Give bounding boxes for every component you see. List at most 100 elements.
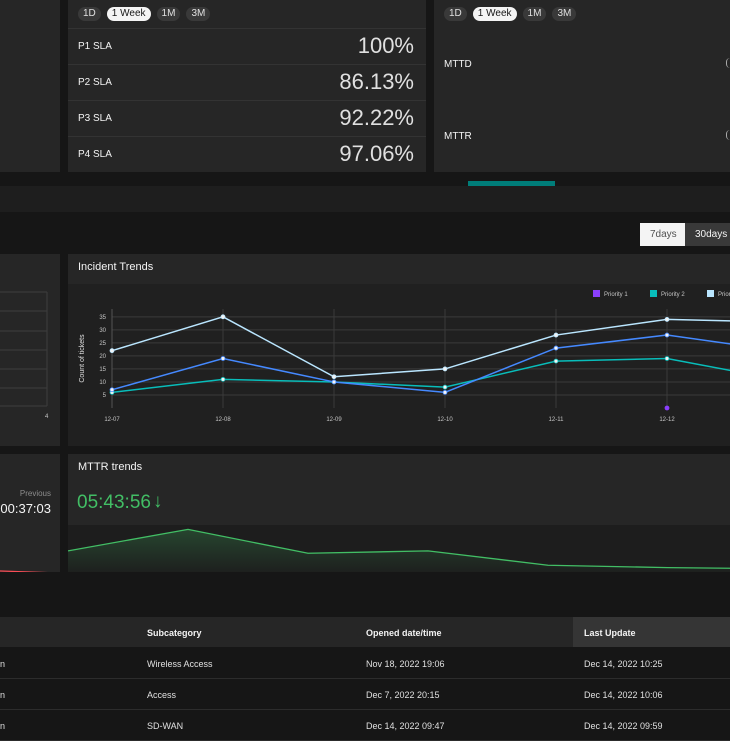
x-tick-label: 12-11 bbox=[549, 417, 565, 423]
mttr-trends-value: 05:43:56 bbox=[77, 492, 151, 513]
x-tick-label: 12-09 bbox=[326, 417, 342, 423]
period-toggle: 7days 30days bbox=[640, 223, 730, 247]
legend-label: Priority 2 bbox=[661, 292, 685, 298]
range-1week[interactable]: 1 Week bbox=[106, 7, 151, 21]
data-point bbox=[442, 384, 448, 390]
data-point bbox=[442, 366, 448, 372]
y-tick-label: 20 bbox=[99, 354, 106, 360]
sla-value: 100% bbox=[357, 33, 414, 58]
sla-row-p4: P4 SLA 97.06% bbox=[68, 136, 426, 173]
incident-trends-title: Incident Trends bbox=[78, 261, 154, 273]
cell-opened: Dec 14, 2022 09:47 bbox=[366, 721, 445, 731]
cell-updated: Dec 14, 2022 09:59 bbox=[584, 721, 663, 731]
mttr-trends-card: MTTR trends 05:43:56 ↓ bbox=[68, 454, 730, 572]
y-tick-label: 30 bbox=[99, 328, 106, 334]
y-tick-label: 15 bbox=[99, 367, 106, 373]
carousel-indicator[interactable] bbox=[468, 181, 555, 186]
col-subcategory[interactable]: Subcategory bbox=[147, 628, 202, 638]
toggle-30days[interactable]: 30days bbox=[685, 223, 730, 246]
sla-label: P4 SLA bbox=[78, 149, 112, 160]
table-row[interactable]: n Access Dec 7, 2022 20:15 Dec 14, 2022 … bbox=[0, 679, 730, 710]
table-header: Subcategory Opened date/time Last Update bbox=[0, 617, 730, 647]
cell-cut: n bbox=[0, 659, 6, 669]
mttd-label: MTTD bbox=[444, 59, 472, 70]
data-point bbox=[220, 376, 226, 382]
col-opened[interactable]: Opened date/time bbox=[366, 628, 442, 638]
mttr-trends-chart bbox=[68, 528, 730, 572]
data-point bbox=[553, 358, 559, 364]
y-axis-label: Count of tickets bbox=[79, 334, 86, 383]
x-tick-label: 12-12 bbox=[659, 417, 675, 423]
section-band bbox=[0, 186, 730, 212]
trend-line bbox=[0, 570, 49, 572]
range-3m[interactable]: 3M bbox=[552, 7, 577, 21]
left-partial-chart: 4 bbox=[0, 254, 60, 446]
range-3m[interactable]: 3M bbox=[186, 7, 211, 21]
legend-swatch bbox=[650, 290, 657, 297]
legend-label: Priority 1 bbox=[604, 292, 628, 298]
legend-swatch bbox=[593, 290, 600, 297]
mttd-range-selector: 1D 1 Week 1M 3M bbox=[444, 7, 577, 21]
cell-subcategory: Access bbox=[147, 690, 177, 700]
data-point bbox=[664, 405, 670, 411]
cell-updated: Dec 14, 2022 10:25 bbox=[584, 659, 663, 669]
cell-cut: n bbox=[0, 721, 6, 731]
sla-card: 1D 1 Week 1M 3M P1 SLA 100% P2 SLA 86.13… bbox=[68, 0, 426, 172]
data-point bbox=[220, 356, 226, 361]
data-point bbox=[442, 389, 448, 395]
range-1d[interactable]: 1D bbox=[444, 7, 467, 21]
x-tick-label: 4 bbox=[45, 414, 49, 420]
range-1d[interactable]: 1D bbox=[78, 7, 101, 21]
table-row[interactable]: n Wireless Access Nov 18, 2022 19:06 Dec… bbox=[0, 648, 730, 679]
sla-range-selector: 1D 1 Week 1M 3M bbox=[78, 7, 211, 21]
range-1m[interactable]: 1M bbox=[156, 7, 181, 21]
data-point bbox=[664, 317, 670, 322]
data-point bbox=[331, 374, 337, 380]
sla-value: 86.13% bbox=[339, 69, 414, 94]
series-line bbox=[111, 334, 730, 394]
left-stat-tile: Previous 00:37:03 bbox=[0, 454, 60, 572]
data-point bbox=[553, 332, 559, 338]
x-tick-label: 12-10 bbox=[437, 417, 453, 423]
cell-subcategory: Wireless Access bbox=[147, 659, 213, 669]
mttd-value-cut bbox=[726, 58, 730, 68]
data-point bbox=[109, 387, 115, 393]
data-point bbox=[664, 332, 670, 338]
data-point bbox=[331, 379, 337, 385]
mttd-card: 1D 1 Week 1M 3M MTTD MTTR bbox=[434, 0, 730, 172]
tickets-table: Subcategory Opened date/time Last Update… bbox=[0, 617, 730, 741]
mttr-label: MTTR bbox=[444, 131, 472, 142]
incident-trends-card: Incident Trends 5 10 15 20 25 30 35 12-07 12-08 1… bbox=[68, 254, 730, 446]
sla-value: 92.22% bbox=[339, 105, 414, 130]
mttr-value-cut bbox=[726, 130, 730, 140]
left-partial-tile-top bbox=[0, 0, 60, 172]
area-line bbox=[68, 528, 730, 569]
sla-row-p2: P2 SLA 86.13% bbox=[68, 64, 426, 101]
incident-trends-chart: 5 10 15 20 25 30 35 12-07 12-08 12-09 12-10 12-11 12… bbox=[79, 290, 730, 423]
range-1week[interactable]: 1 Week bbox=[472, 7, 517, 21]
table-row[interactable]: n SD-WAN Dec 14, 2022 09:47 Dec 14, 2022… bbox=[0, 710, 730, 741]
col-last-update-cell[interactable]: Last Update bbox=[573, 617, 730, 647]
series-line bbox=[111, 316, 730, 378]
cell-cut: n bbox=[0, 690, 6, 700]
toggle-7days[interactable]: 7days bbox=[640, 223, 687, 246]
area-fill bbox=[68, 529, 730, 572]
previous-label: Previous bbox=[19, 489, 51, 498]
y-tick-label: 5 bbox=[103, 393, 107, 399]
legend-label: Priority 3 bbox=[718, 292, 730, 298]
data-point bbox=[109, 348, 115, 354]
sla-row-p3: P3 SLA 92.22% bbox=[68, 100, 426, 137]
previous-value: 00:37:03 bbox=[0, 501, 51, 516]
cell-opened: Nov 18, 2022 19:06 bbox=[366, 659, 445, 669]
x-tick-label: 12-07 bbox=[104, 417, 120, 423]
data-point bbox=[664, 356, 670, 361]
cell-opened: Dec 7, 2022 20:15 bbox=[366, 690, 440, 700]
arrow-down-icon: ↓ bbox=[153, 491, 163, 512]
range-1m[interactable]: 1M bbox=[522, 7, 547, 21]
sla-label: P2 SLA bbox=[78, 77, 112, 88]
sla-label: P1 SLA bbox=[78, 41, 112, 52]
y-tick-label: 35 bbox=[99, 315, 106, 321]
y-tick-label: 25 bbox=[99, 341, 106, 347]
sla-value: 97.06% bbox=[339, 141, 414, 166]
data-point bbox=[220, 314, 226, 320]
